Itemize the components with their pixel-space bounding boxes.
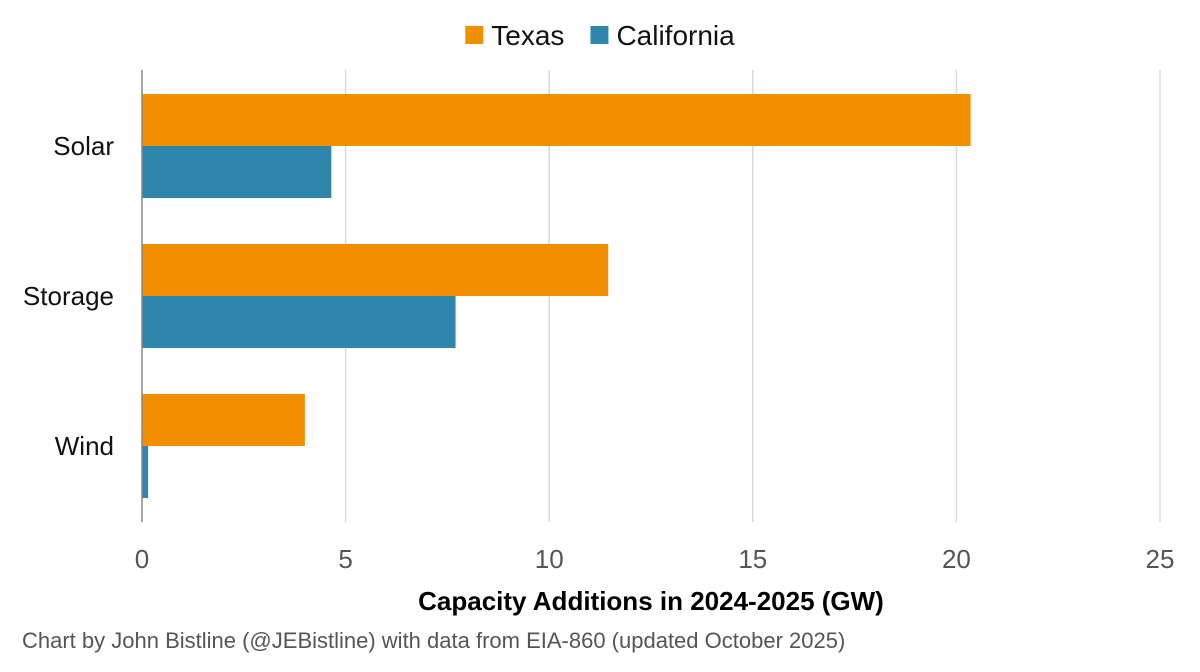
bar-storage-texas <box>142 244 609 296</box>
legend-label: Texas <box>491 20 564 51</box>
x-tick-label: 20 <box>942 544 971 574</box>
bars <box>142 94 971 498</box>
x-tick-label: 0 <box>135 544 149 574</box>
source-note: Chart by John Bistline (@JEBistline) wit… <box>22 628 845 653</box>
bar-solar-california <box>142 146 332 198</box>
category-label-wind: Wind <box>55 431 114 461</box>
category-label-solar: Solar <box>53 131 114 161</box>
category-labels: Solar Storage Wind <box>23 131 114 461</box>
x-tick-label: 25 <box>1146 544 1175 574</box>
legend-swatch <box>465 26 484 44</box>
bar-wind-california <box>142 446 149 498</box>
legend-item-california: California <box>590 20 735 51</box>
x-tick-label: 15 <box>738 544 767 574</box>
bar-storage-california <box>142 296 456 348</box>
x-tick-label: 5 <box>338 544 352 574</box>
legend-item-texas: Texas <box>465 20 564 51</box>
x-axis-title: Capacity Additions in 2024-2025 (GW) <box>418 586 884 616</box>
category-label-storage: Storage <box>23 281 114 311</box>
legend-label: California <box>616 20 735 51</box>
x-tick-label: 10 <box>535 544 564 574</box>
bar-solar-texas <box>142 94 971 146</box>
x-tick-labels: 0 5 10 15 20 25 <box>135 544 1175 574</box>
legend-swatch <box>590 26 609 44</box>
legend: Texas California <box>465 20 735 51</box>
bar-wind-texas <box>142 394 305 446</box>
